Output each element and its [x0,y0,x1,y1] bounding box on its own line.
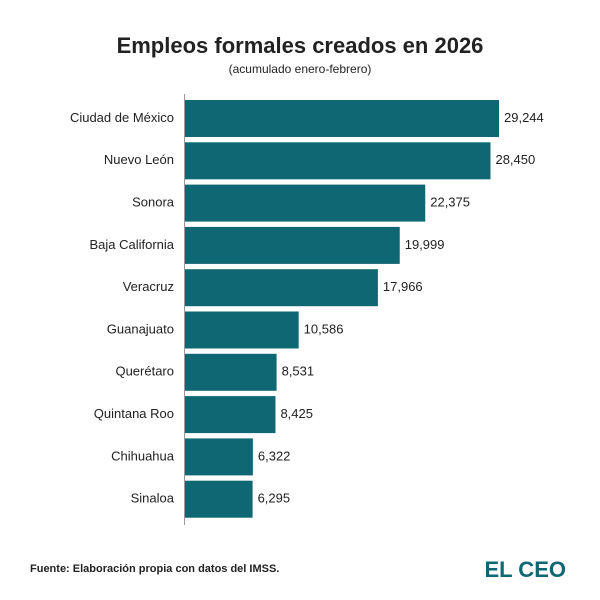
category-label: Sinaloa [131,491,175,506]
logo: EL CEO [484,557,566,582]
value-label: 6,295 [258,491,291,506]
bar [185,480,253,518]
bar [185,100,499,137]
bar [185,184,426,222]
value-label: 19,999 [405,237,445,252]
value-label: 22,375 [430,195,470,210]
category-label: Baja California [89,237,174,252]
value-label: 17,966 [383,279,423,294]
chart-subtitle: (acumulado enero-febrero) [229,62,372,76]
bar [185,353,277,391]
value-label: 10,586 [304,321,344,336]
bar [185,226,400,264]
source-note: Fuente: Elaboración propia con datos del… [30,563,279,575]
bar [185,396,276,434]
category-label: Sonora [132,195,175,210]
category-label: Quintana Roo [94,406,174,421]
category-label: Nuevo León [104,152,174,167]
bar [185,142,491,180]
bar [185,269,378,307]
chart-title: Empleos formales creados en 2026 [117,33,484,58]
value-label: 28,450 [495,152,535,167]
category-label: Ciudad de México [70,110,174,125]
bar [185,311,299,349]
bar [185,438,253,476]
value-label: 8,531 [282,364,315,379]
category-label: Veracruz [123,279,174,294]
value-label: 29,244 [504,110,544,125]
category-label: Guanajuato [107,321,174,336]
category-label: Chihuahua [111,448,175,463]
value-label: 6,322 [258,448,291,463]
value-label: 8,425 [280,406,313,421]
category-label: Querétaro [115,364,174,379]
